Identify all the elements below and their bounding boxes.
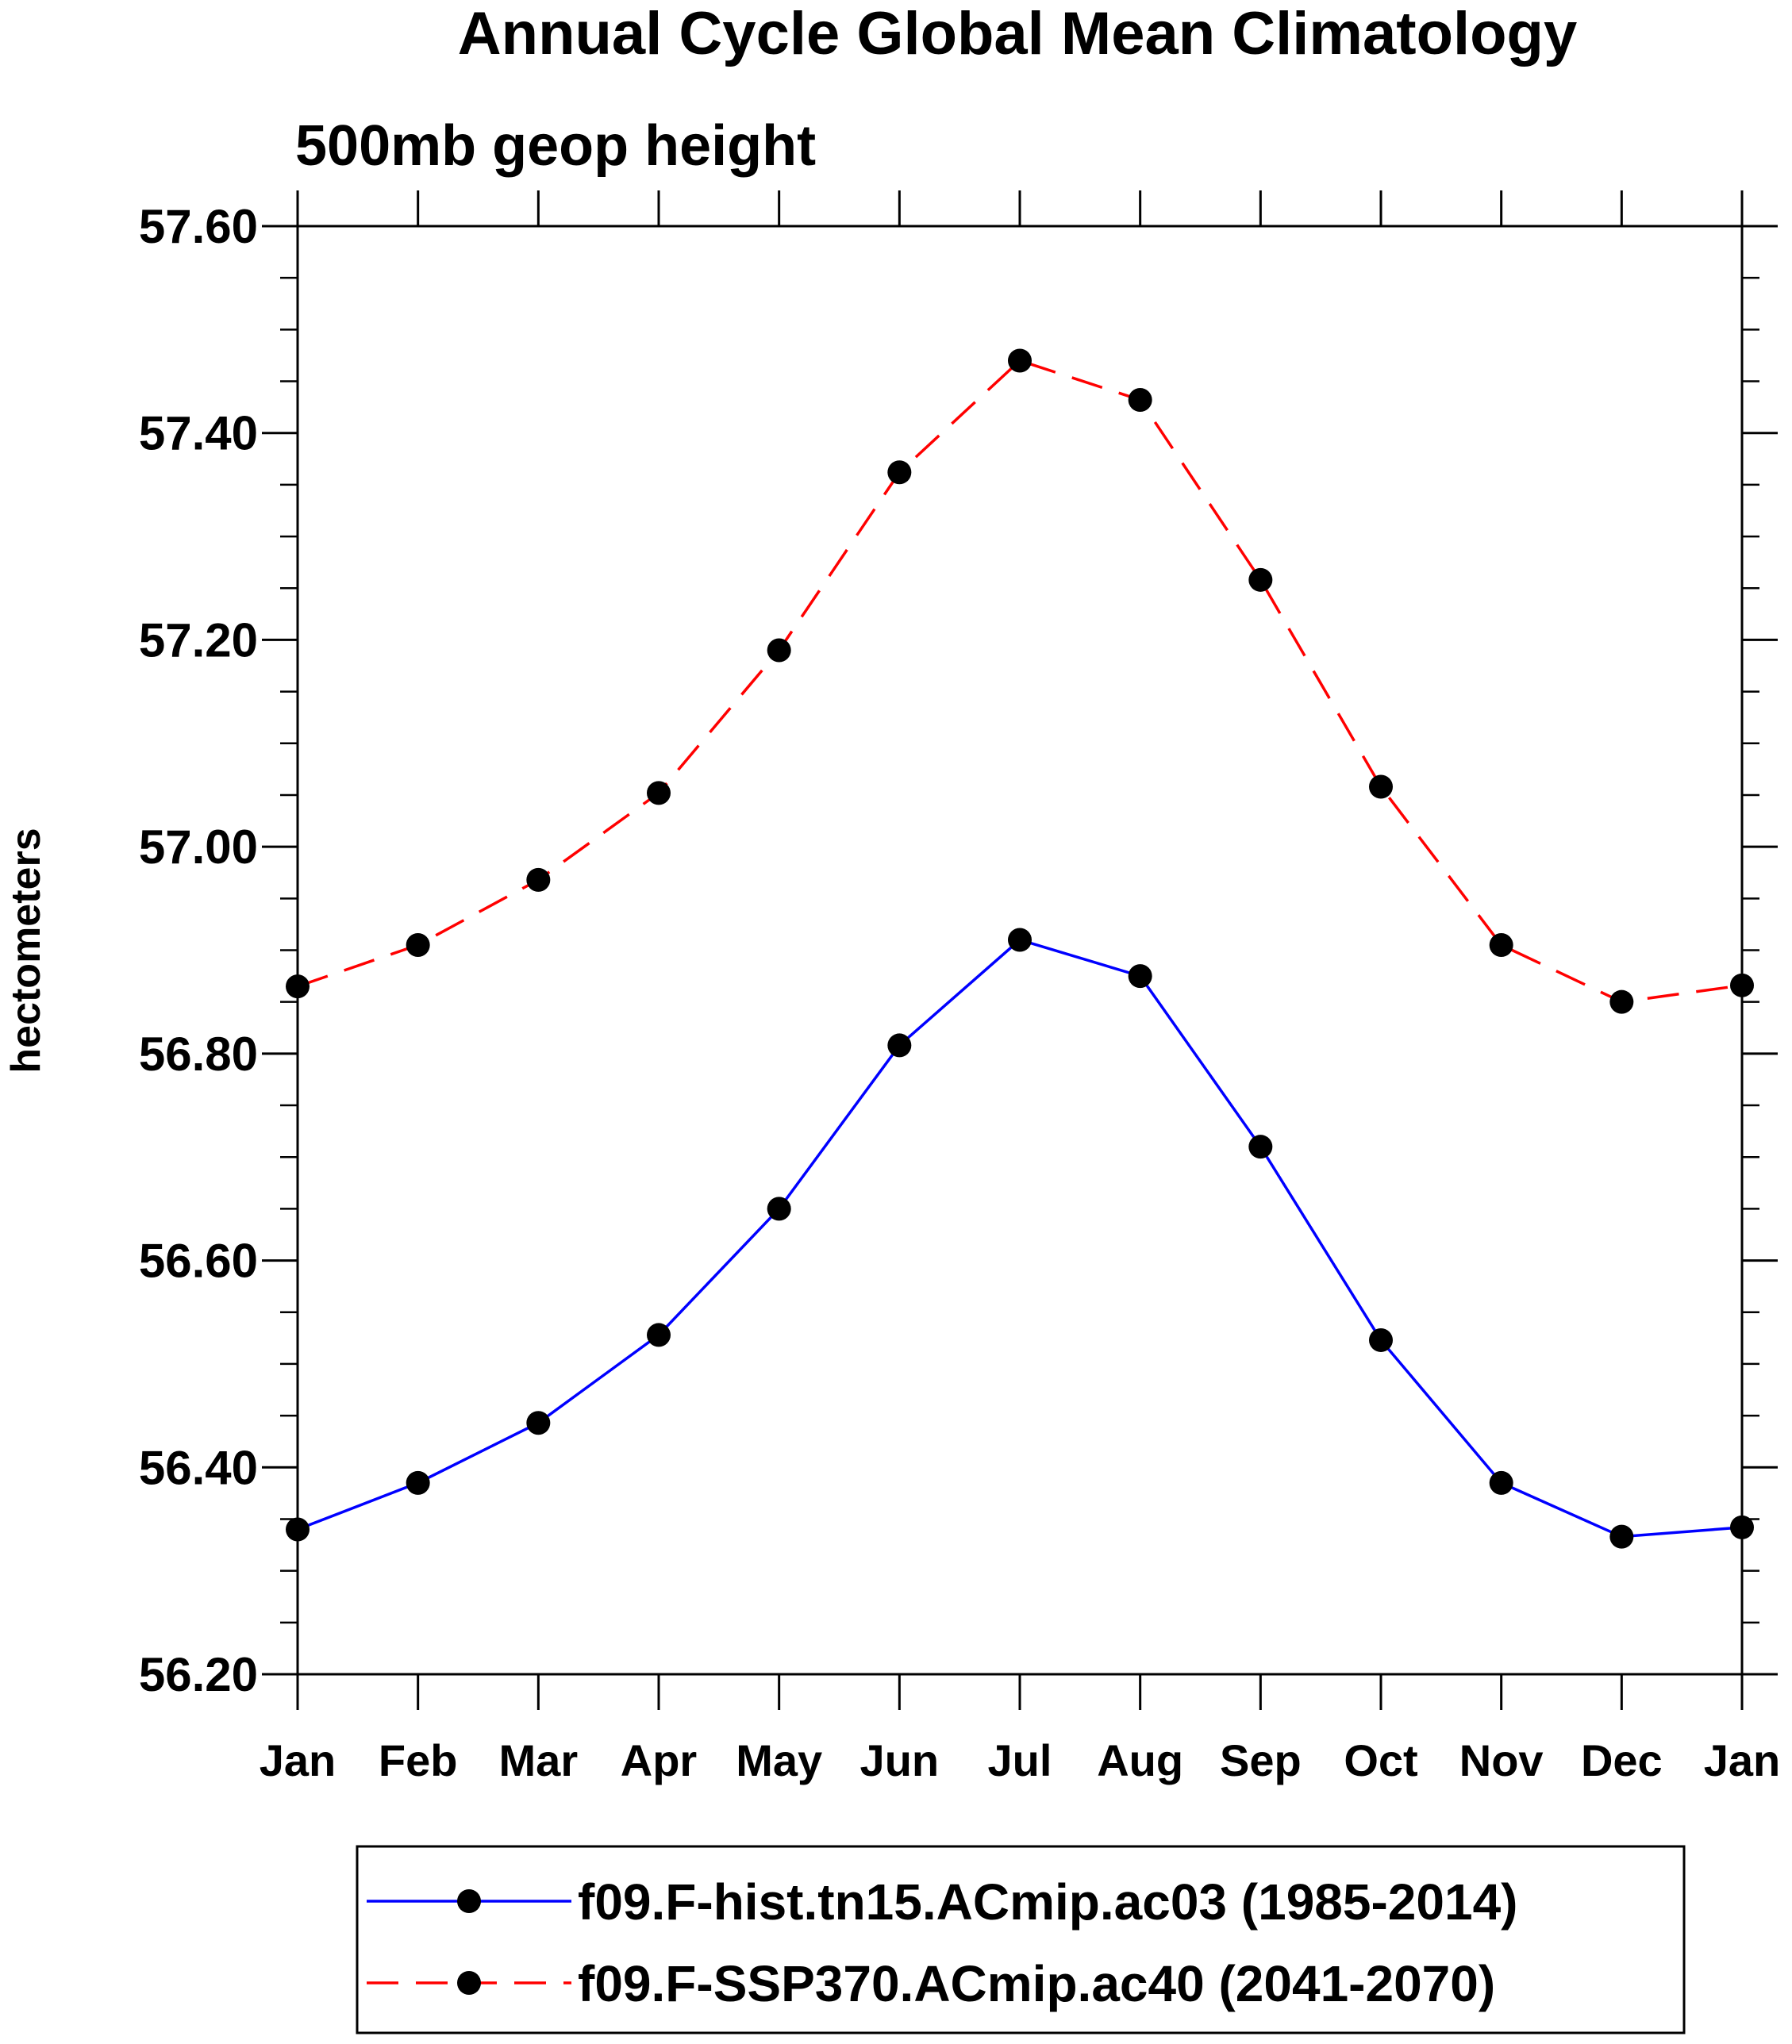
y-tick-label: 57.60 (139, 200, 258, 253)
y-tick-label: 57.00 (139, 820, 258, 874)
legend-label: f09.F-hist.tn15.ACmip.ac03 (1985-2014) (578, 1873, 1517, 1931)
legend-entry: f09.F-hist.tn15.ACmip.ac03 (1985-2014) (367, 1873, 1517, 1931)
x-tick-label: Mar (499, 1735, 579, 1785)
data-point (1369, 774, 1393, 799)
series-2 (286, 348, 1754, 1014)
y-axis-label: hectometers (3, 828, 49, 1073)
data-point (1128, 964, 1152, 989)
legend-entry: f09.F-SSP370.ACmip.ac40 (2041-2070) (367, 1955, 1495, 2012)
series-line (297, 359, 1743, 1004)
x-tick-label: Jun (860, 1735, 940, 1785)
data-point (406, 1470, 430, 1495)
legend-marker (457, 1971, 481, 1995)
legend: f09.F-hist.tn15.ACmip.ac03 (1985-2014) f0… (356, 1845, 1686, 2034)
series-line (297, 938, 1743, 1539)
data-point (647, 1323, 671, 1347)
data-point (406, 932, 430, 957)
data-point (1730, 973, 1754, 997)
data-point (526, 1411, 551, 1435)
y-tick-label: 57.40 (139, 407, 258, 460)
x-tick-label: Oct (1344, 1735, 1417, 1785)
x-tick-label: Nov (1459, 1735, 1544, 1785)
data-point (1369, 1327, 1393, 1352)
data-point (887, 1033, 912, 1058)
data-point (286, 974, 310, 999)
legend-box (356, 1845, 1686, 2034)
chart-subtitle: 500mb geop height (295, 114, 816, 178)
data-point (647, 781, 671, 805)
legend-label: f09.F-SSP370.ACmip.ac40 (2041-2070) (578, 1955, 1495, 2012)
data-point (1489, 1470, 1513, 1495)
series-1 (286, 928, 1754, 1549)
data-point (1489, 932, 1513, 957)
y-tick-label: 56.60 (139, 1235, 258, 1288)
data-point (1248, 1135, 1273, 1159)
data-point (1008, 928, 1032, 952)
chart-title: Annual Cycle Global Mean Climatology (458, 0, 1577, 67)
data-point (286, 1517, 310, 1542)
x-tick-label: Feb (379, 1735, 458, 1785)
data-point (1008, 348, 1032, 373)
x-tick-label: Sep (1220, 1735, 1302, 1785)
data-point (526, 867, 551, 892)
y-tick-label: 56.80 (139, 1028, 258, 1081)
data-point (887, 460, 912, 485)
data-point (1128, 388, 1152, 412)
data-point (767, 1197, 791, 1221)
x-tick-label: Dec (1581, 1735, 1663, 1785)
y-tick-label: 56.40 (139, 1441, 258, 1494)
data-series (286, 348, 1754, 1549)
x-tick-label: Apr (621, 1735, 697, 1785)
data-point (1609, 1524, 1634, 1549)
data-point (1609, 989, 1634, 1014)
x-tick-label: Jan (260, 1735, 336, 1785)
data-point (1730, 1515, 1754, 1539)
y-tick-label: 57.20 (139, 613, 258, 667)
axis-ticks: Jan Feb Mar Apr May Jun Jul Aug Sep Oct Nov Dec Jan5… (139, 190, 1780, 1785)
x-tick-label: Jul (988, 1735, 1052, 1785)
data-point (767, 638, 791, 663)
x-tick-label: May (736, 1735, 822, 1785)
y-tick-label: 56.20 (139, 1648, 258, 1701)
x-tick-label: Jan (1704, 1735, 1781, 1785)
data-point (1248, 567, 1273, 592)
legend-marker (457, 1889, 481, 1913)
x-tick-label: Aug (1097, 1735, 1183, 1785)
